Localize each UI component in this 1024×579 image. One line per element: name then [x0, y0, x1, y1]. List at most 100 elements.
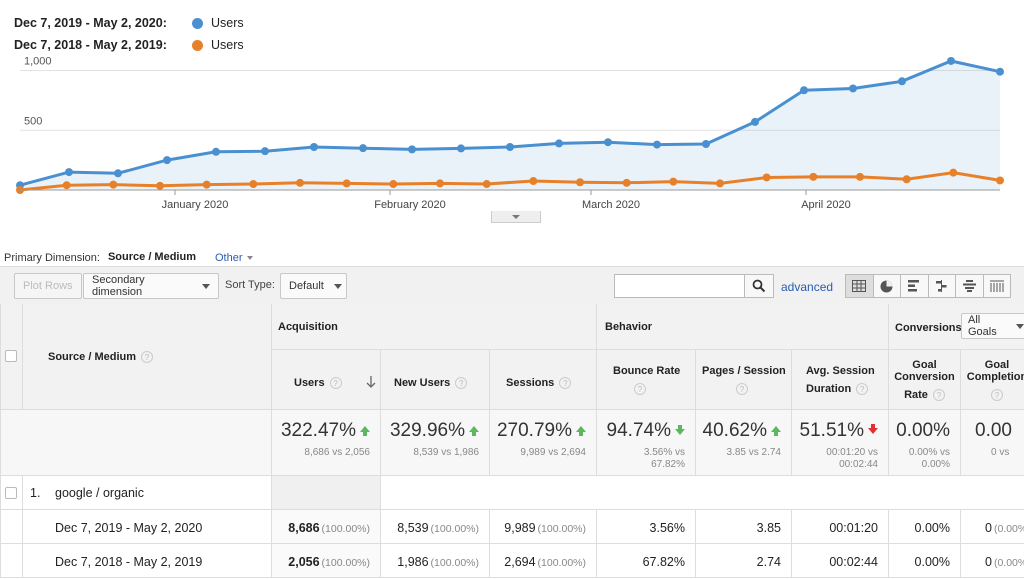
legend-metric-previous: Users [211, 38, 244, 52]
primary-dimension-label: Primary Dimension: [4, 252, 100, 264]
help-icon[interactable]: ? [455, 377, 468, 390]
users-line-chart[interactable]: 1,000 500 January 2020 February 2020 March … [0, 55, 1024, 215]
arrow-up-icon [469, 426, 479, 436]
select-all-checkbox[interactable] [5, 350, 17, 362]
value-pps: 2.74 [757, 555, 781, 569]
data-point[interactable] [506, 142, 514, 151]
data-point[interactable] [62, 181, 71, 190]
data-point[interactable] [653, 140, 661, 149]
legend-dot-current [192, 17, 203, 29]
view-pivot-button[interactable] [982, 274, 1011, 298]
data-point[interactable] [202, 180, 211, 189]
data-point[interactable] [809, 172, 818, 181]
data-point[interactable] [65, 168, 73, 177]
data-point[interactable] [359, 144, 367, 153]
data-point[interactable] [389, 180, 398, 189]
help-icon[interactable]: ? [329, 377, 342, 390]
advanced-filter-link[interactable]: advanced [781, 280, 834, 294]
data-point[interactable] [296, 178, 304, 187]
data-point[interactable] [249, 180, 258, 189]
row-checkbox[interactable] [5, 487, 17, 499]
data-point[interactable] [163, 156, 171, 165]
data-point[interactable] [762, 173, 771, 182]
goals-select[interactable]: All Goals [961, 313, 1024, 339]
help-icon[interactable]: ? [559, 377, 572, 390]
data-point[interactable] [898, 77, 906, 86]
data-point[interactable] [436, 179, 444, 188]
help-icon[interactable]: ? [932, 389, 945, 402]
header-avg-session-duration[interactable]: Avg. Session Duration? [792, 350, 889, 410]
value-gc: 0(0.00%) [985, 555, 1024, 569]
data-point[interactable] [669, 177, 678, 186]
totals-users-main: 322.47% [280, 420, 356, 441]
header-goal-conversion-rate[interactable]: Goal Conversion Rate? [889, 350, 961, 410]
plot-rows-button[interactable]: Plot Rows [14, 273, 82, 299]
view-performance-button[interactable] [900, 274, 929, 298]
search-button[interactable] [744, 274, 774, 298]
value-main: 2.74 [756, 555, 781, 569]
data-point[interactable] [457, 144, 465, 153]
cell-sessions: 2,694 (100.00%) [490, 544, 597, 578]
value-bounce: 3.56% [650, 521, 685, 535]
legend-row-previous[interactable]: Dec 7, 2018 - May 2, 2019: Users [14, 34, 244, 56]
help-icon[interactable]: ? [856, 383, 869, 396]
value-percent: (100.00%) [537, 557, 586, 569]
totals-sessions-value: 270.79% [497, 420, 586, 442]
value-gcr: 0.00% [915, 521, 950, 535]
chart-collapse-toggle[interactable] [491, 211, 541, 223]
data-point[interactable] [996, 67, 1004, 76]
view-pie-button[interactable] [872, 274, 901, 298]
data-point[interactable] [800, 86, 808, 95]
help-icon[interactable]: ? [634, 383, 646, 395]
chevron-down-icon [202, 283, 210, 289]
help-icon[interactable]: ? [141, 351, 154, 364]
secondary-dimension-dropdown[interactable]: Secondary dimension [83, 273, 219, 299]
totals-users-sub: 8,686 vs 2,056 [304, 447, 370, 458]
data-point[interactable] [114, 169, 122, 178]
data-point[interactable] [555, 139, 563, 148]
value-gc: 0(0.00%) [985, 521, 1024, 535]
help-icon[interactable]: ? [991, 389, 1003, 402]
view-term-cloud-button[interactable] [955, 274, 984, 298]
header-gcr-label-3: Rate [904, 389, 928, 401]
header-users[interactable]: Users? [272, 350, 381, 410]
data-point[interactable] [576, 178, 584, 187]
data-point[interactable] [604, 138, 612, 147]
data-point[interactable] [482, 180, 491, 189]
data-point[interactable] [156, 181, 164, 190]
header-sessions[interactable]: Sessions? [490, 350, 597, 410]
data-point[interactable] [949, 168, 958, 177]
cell-pps: 2.74 [696, 544, 792, 578]
data-point[interactable] [109, 180, 118, 189]
data-point[interactable] [849, 84, 857, 93]
table-search-input[interactable] [614, 274, 745, 298]
data-point[interactable] [947, 56, 955, 65]
header-bounce-rate[interactable]: Bounce Rate ? [597, 350, 696, 410]
data-point[interactable] [529, 177, 538, 186]
data-point[interactable] [702, 140, 710, 149]
legend-row-current[interactable]: Dec 7, 2019 - May 2, 2020: Users [14, 12, 244, 34]
data-point[interactable] [856, 172, 864, 181]
data-point[interactable] [310, 142, 318, 151]
data-point[interactable] [716, 179, 724, 188]
view-comparison-button[interactable] [927, 274, 956, 298]
data-point[interactable] [751, 117, 759, 126]
sort-type-dropdown[interactable]: Default [280, 273, 347, 299]
data-point[interactable] [622, 178, 631, 187]
search-icon [752, 279, 766, 293]
header-new-users[interactable]: New Users? [381, 350, 490, 410]
header-pages-session[interactable]: Pages / Session ? [696, 350, 792, 410]
header-goal-completions[interactable]: Goal Completion ? [961, 350, 1024, 410]
data-point[interactable] [261, 147, 269, 156]
data-point[interactable] [342, 179, 351, 188]
legend-metric-current: Users [211, 16, 244, 30]
data-point[interactable] [408, 145, 416, 154]
data-point[interactable] [212, 147, 220, 156]
data-point[interactable] [996, 176, 1004, 185]
header-dimension-cell[interactable]: Source / Medium? [23, 304, 272, 410]
view-table-button[interactable] [845, 274, 874, 298]
group-row-label[interactable]: google / organic [55, 486, 144, 500]
data-point[interactable] [902, 175, 911, 184]
help-icon[interactable]: ? [736, 383, 748, 395]
primary-dimension-other[interactable]: Other [215, 252, 253, 264]
